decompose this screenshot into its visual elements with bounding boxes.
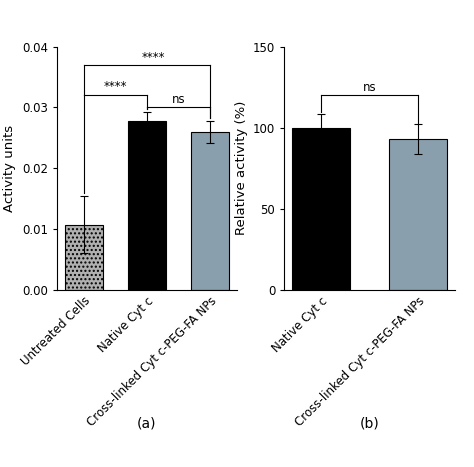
Bar bbox=[128, 121, 166, 290]
Y-axis label: Activity units: Activity units bbox=[3, 125, 16, 212]
Text: ****: **** bbox=[141, 51, 165, 64]
Text: ****: **** bbox=[104, 80, 127, 93]
Bar bbox=[65, 225, 103, 290]
Text: (a): (a) bbox=[137, 416, 157, 430]
Y-axis label: Relative activity (%): Relative activity (%) bbox=[235, 101, 247, 235]
Text: (b): (b) bbox=[360, 416, 380, 430]
Bar bbox=[292, 127, 350, 290]
Bar bbox=[389, 139, 447, 290]
Text: ns: ns bbox=[172, 93, 185, 106]
Text: ns: ns bbox=[363, 81, 376, 94]
Bar bbox=[191, 132, 229, 290]
